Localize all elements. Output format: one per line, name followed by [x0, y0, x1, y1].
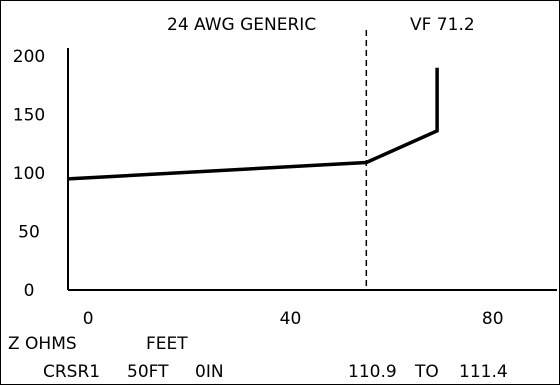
y-tick-label: 150 — [13, 106, 45, 126]
x-tick-label: 40 — [280, 309, 302, 329]
cursor-inches: 0IN — [195, 362, 224, 382]
impedance-trace — [67, 67, 439, 181]
x-tick-label: 0 — [83, 309, 94, 329]
velocity-factor-label: VF 71.2 — [410, 15, 475, 35]
chart-axes — [67, 48, 557, 291]
y-tick-label: 200 — [13, 47, 45, 67]
cursor-to-value: 111.4 — [459, 362, 508, 382]
y-tick-label: 0 — [24, 281, 35, 301]
y-tick-label: 100 — [13, 164, 45, 184]
cursor-from-value: 110.9 — [348, 362, 397, 382]
y-tick-label: 50 — [18, 223, 40, 243]
cursor-feet: 50FT — [127, 362, 169, 382]
y-axis-label: Z OHMS — [8, 334, 77, 354]
x-tick-label: 80 — [482, 309, 504, 329]
x-axis-label: FEET — [146, 334, 188, 354]
cursor-name: CRSR1 — [43, 362, 101, 382]
chart-title: 24 AWG GENERIC — [167, 15, 316, 35]
cursor-to-label: TO — [415, 362, 439, 382]
